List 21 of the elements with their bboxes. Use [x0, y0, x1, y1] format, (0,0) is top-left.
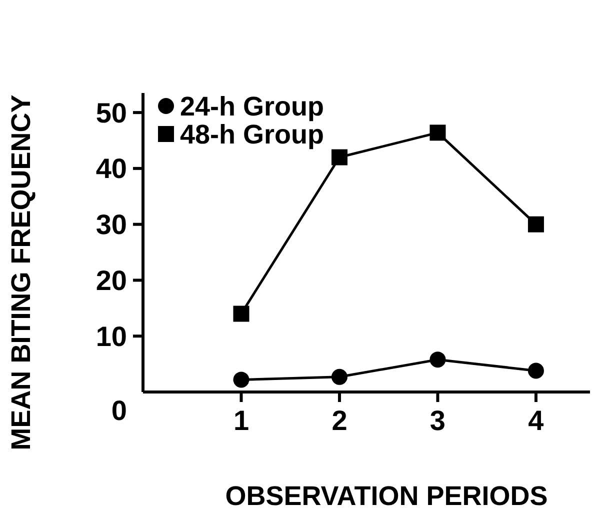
- point: [233, 306, 250, 322]
- x-tick-label: 3: [430, 405, 446, 436]
- legend-label: 24-h Group: [180, 91, 324, 122]
- x-tick-label: 1: [233, 405, 250, 436]
- point: [430, 352, 446, 368]
- point: [331, 149, 348, 166]
- x-tick-label: 4: [528, 405, 544, 436]
- x-tick-label: 2: [332, 405, 348, 436]
- y-axis-title: MEAN BITING FREQUENCY: [6, 94, 36, 450]
- y-tick-label: 10: [96, 320, 127, 352]
- y-tick-label: 50: [96, 97, 127, 128]
- point: [528, 362, 544, 379]
- point: [528, 216, 544, 232]
- x-axis-title: OBSERVATION PERIODS: [225, 481, 548, 511]
- point: [331, 368, 348, 385]
- y-tick-label: 0: [111, 394, 127, 426]
- point: [430, 124, 446, 141]
- point: [233, 372, 250, 388]
- y-tick-label: 20: [96, 265, 127, 296]
- y-tick-label: 40: [96, 153, 127, 184]
- y-tick-label: 30: [96, 209, 127, 240]
